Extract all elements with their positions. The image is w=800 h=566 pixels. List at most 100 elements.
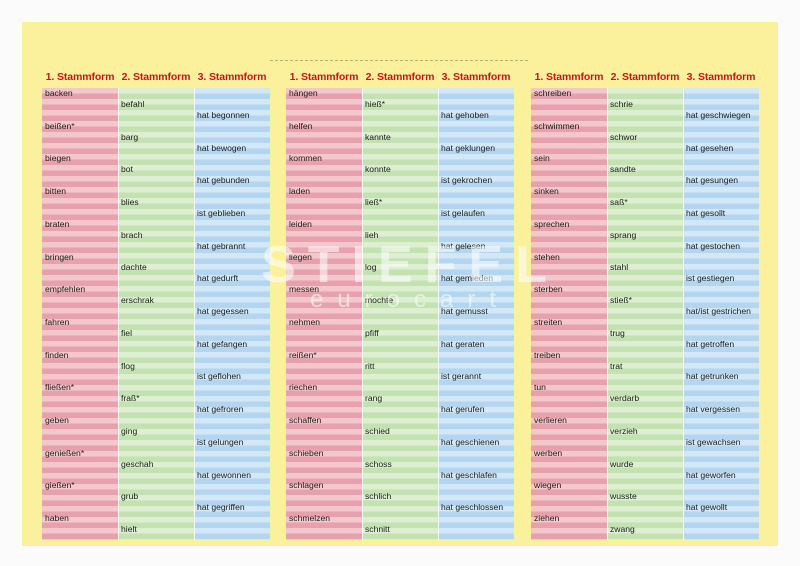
- verb-form-2: wusste: [610, 491, 637, 502]
- verb-form-2: dachte: [121, 262, 147, 273]
- verb-form-1: laden: [289, 186, 311, 197]
- column-divider: [194, 88, 195, 540]
- verb-form-2: pfiff: [365, 327, 379, 338]
- header-stammform-3: 3. Stammform: [441, 71, 511, 83]
- verb-form-3: hat gestochen: [686, 240, 740, 251]
- verb-form-2: grub: [121, 491, 139, 502]
- verb-form-2: blies: [121, 197, 139, 207]
- verb-rows: schreiben schrie hat geschwiegen schwimmen s…: [531, 88, 759, 540]
- verb-table-3: 1. Stammform 2. Stammform 3. Stammform schr…: [531, 66, 759, 540]
- verb-form-1: fließen*: [45, 382, 75, 393]
- stammform-1-column: [531, 88, 607, 540]
- verb-form-1: ziehen: [534, 513, 560, 524]
- verb-form-3: hat gebunden: [197, 175, 250, 186]
- verb-form-3: hat geschlossen: [441, 502, 504, 513]
- verb-form-1: braten: [45, 218, 70, 229]
- verb-form-2: log: [365, 262, 377, 273]
- verb-form-1: fahren: [45, 316, 70, 327]
- verb-form-3: hat gegriffen: [197, 502, 245, 513]
- header-stammform-2: 2. Stammform: [610, 71, 680, 83]
- verb-form-3: ist gewachsen: [686, 436, 741, 447]
- verb-form-1: genießen*: [45, 447, 85, 458]
- verb-form-2: brach: [121, 229, 143, 240]
- verb-form-3: hat geschlafen: [441, 469, 497, 480]
- verb-form-1: wiegen: [534, 480, 562, 491]
- verb-form-2: schoss: [365, 458, 392, 469]
- header-stammform-3: 3. Stammform: [197, 71, 267, 83]
- verb-form-3: hat/ist gestrichen: [686, 306, 751, 316]
- verb-form-1: treiben: [534, 349, 561, 360]
- verb-form-1: hängen: [289, 88, 318, 98]
- stammform-1-column: [286, 88, 362, 540]
- verb-form-3: ist geblieben: [197, 207, 246, 218]
- verb-form-2: stieß*: [610, 295, 632, 306]
- verb-form-1: schmelzen: [289, 513, 331, 524]
- verb-form-3: hat gerufen: [441, 404, 485, 415]
- verb-form-3: hat vergessen: [686, 404, 740, 415]
- verb-form-1: schlagen: [289, 480, 324, 491]
- verb-form-3: hat gesungen: [686, 175, 739, 186]
- verb-form-2: sandte: [610, 164, 636, 175]
- verb-form-3: hat geschienen: [441, 436, 500, 447]
- verb-form-2: schied: [365, 425, 390, 436]
- column-divider: [683, 88, 684, 540]
- column-divider: [438, 88, 439, 540]
- verb-form-3: ist gelungen: [197, 436, 244, 447]
- verb-form-1: bitten: [45, 186, 67, 197]
- stammform-3-column: [438, 88, 514, 540]
- header-stammform-1: 1. Stammform: [534, 71, 604, 83]
- verb-form-3: hat gebrannt: [197, 240, 246, 251]
- verb-form-1: schaffen: [289, 415, 322, 425]
- verb-form-1: nehmen: [289, 316, 321, 327]
- verb-form-1: geben: [45, 415, 69, 425]
- verb-form-3: hat gegessen: [197, 306, 249, 316]
- verb-table-2: 1. Stammform 2. Stammform 3. Stammform häng…: [286, 66, 514, 540]
- verb-form-3: hat gewollt: [686, 502, 728, 513]
- verb-form-2: konnte: [365, 164, 391, 175]
- verb-form-2: fraß*: [121, 393, 140, 404]
- verb-form-2: verdarb: [610, 393, 640, 404]
- verb-form-3: hat gesehen: [686, 142, 734, 153]
- verb-form-2: ließ*: [365, 197, 383, 207]
- verb-form-1: biegen: [45, 153, 71, 164]
- column-headers: 1. Stammform 2. Stammform 3. Stammform: [42, 66, 270, 88]
- stammform-3-column: [194, 88, 270, 540]
- verb-rows: hängen hieß* hat gehoben helfen kannte hat ge…: [286, 88, 514, 540]
- column-divider: [118, 88, 119, 540]
- verb-form-1: streiten: [534, 316, 563, 327]
- verb-form-2: stahl: [610, 262, 629, 273]
- verb-form-2: lieh: [365, 229, 379, 240]
- stammform-3-column: [683, 88, 759, 540]
- verb-form-2: geschah: [121, 458, 154, 469]
- verb-form-2: rang: [365, 393, 383, 404]
- verb-form-3: ist geflohen: [197, 371, 241, 382]
- verb-form-1: reißen*: [289, 349, 317, 360]
- column-divider: [362, 88, 363, 540]
- stammform-2-column: [362, 88, 438, 540]
- verb-form-3: hat gemusst: [441, 306, 488, 316]
- header-stammform-1: 1. Stammform: [45, 71, 115, 83]
- verb-form-3: hat gedurft: [197, 273, 239, 284]
- verb-form-1: verlieren: [534, 415, 567, 425]
- verb-form-2: schnitt: [365, 524, 390, 534]
- verb-form-3: ist gestiegen: [686, 273, 735, 284]
- stammform-1-column: [42, 88, 118, 540]
- verb-form-1: empfehlen: [45, 284, 86, 295]
- verb-table-1: 1. Stammform 2. Stammform 3. Stammform back…: [42, 66, 270, 540]
- verb-form-2: schrie: [610, 98, 633, 109]
- verb-form-2: befahl: [121, 98, 145, 109]
- verb-form-1: haben: [45, 513, 69, 524]
- verb-form-1: schreiben: [534, 88, 572, 98]
- verb-form-1: sprechen: [534, 218, 570, 229]
- verb-form-3: ist gerannt: [441, 371, 482, 382]
- verb-form-2: barg: [121, 131, 139, 142]
- verb-form-3: hat gemieden: [441, 273, 494, 284]
- verb-form-3: ist gelaufen: [441, 207, 485, 218]
- column-headers: 1. Stammform 2. Stammform 3. Stammform: [531, 66, 759, 88]
- verb-form-3: hat geschwiegen: [686, 109, 751, 120]
- verb-form-2: ging: [121, 425, 138, 436]
- verb-form-1: sinken: [534, 186, 559, 197]
- verb-form-2: hieß*: [365, 98, 386, 109]
- verb-form-1: liegen: [289, 251, 312, 262]
- verb-form-2: trug: [610, 327, 625, 338]
